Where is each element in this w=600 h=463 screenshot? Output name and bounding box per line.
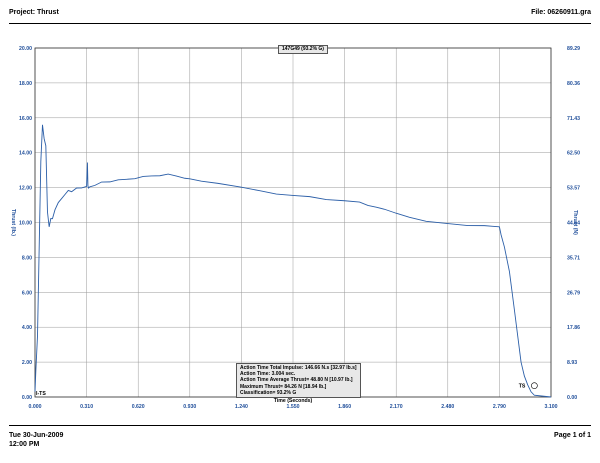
- x-tick-label: 0.620: [132, 404, 145, 410]
- summary-box: Action Time Total Impulse: 146.66 N.s [3…: [236, 363, 361, 399]
- y-right-tick-label: 89.29: [567, 46, 580, 52]
- chart-title: 147G49 (93.2% G): [278, 45, 328, 54]
- x-tick-label: 3.100: [545, 404, 558, 410]
- y-right-tick-label: 26.79: [567, 290, 580, 296]
- y-right-tick-label: 53.57: [567, 186, 580, 192]
- x-tick-label: 1.550: [287, 404, 300, 410]
- y-right-tick-label: 17.86: [567, 325, 580, 331]
- footer-page: Page 1 of 1: [554, 432, 591, 439]
- project-title: Project: Thrust: [9, 9, 59, 16]
- y-left-tick-label: 8.00: [22, 255, 32, 261]
- summary-line: Action Time: 3.004 sec.: [240, 371, 296, 378]
- x-tick-label: 1.240: [235, 404, 248, 410]
- y-right-tick-label: 71.43: [567, 116, 580, 122]
- summary-line: Action Time Average Thrust= 48.80 N [10.…: [240, 377, 353, 384]
- x-tick-labels: 0.000 0.310 0.620 0.930 1.240 1.550 1.860 2.170…: [29, 404, 558, 410]
- x-tick-label: 1.860: [338, 404, 351, 410]
- summary-line: Classification= 93.2% G: [240, 389, 297, 396]
- x-axis-label: Time (Seconds): [274, 398, 313, 404]
- y-right-tick-label: 35.71: [567, 255, 580, 261]
- y-left-tick-label: 18.00: [19, 81, 32, 87]
- y-left-tick-label: 16.00: [19, 116, 32, 122]
- end-marker-label: TS: [519, 384, 526, 390]
- chart-grid: [34, 47, 552, 398]
- summary-line: Action Time Total Impulse: 146.66 N.s [3…: [240, 365, 357, 371]
- y-left-tick-label: 20.00: [19, 46, 32, 52]
- end-marker-circle: [531, 382, 538, 389]
- x-tick-label: 0.930: [183, 404, 196, 410]
- footer-date: Tue 30-Jun-2009: [9, 432, 64, 439]
- thrust-series-line: [34, 124, 552, 398]
- footer-time: 12:00 PM: [9, 441, 40, 448]
- header-rule: [9, 23, 591, 24]
- x-tick-label: 0.000: [29, 404, 42, 410]
- x-tick-label: 0.310: [80, 404, 93, 410]
- y-left-tick-label: 0.00: [22, 395, 32, 401]
- y-left-tick-label: 12.00: [19, 186, 32, 192]
- summary-line: Maximum Thrust= 84.26 N [18.94 lb.]: [240, 383, 327, 390]
- y-left-tick-label: 10.00: [19, 221, 32, 227]
- y-right-tick-labels: 0.00 8.93 17.86 26.79 35.71 44.64 53.57 62.50 71…: [567, 46, 580, 401]
- y-right-tick-label: 80.36: [567, 81, 580, 87]
- x-tick-label: 2.480: [441, 404, 454, 410]
- y-left-tick-labels: 0.00 2.00 4.00 6.00 8.00 10.00 12.00 14.00 16.00…: [19, 46, 32, 401]
- y-left-tick-label: 4.00: [22, 325, 32, 331]
- y-right-tick-label: 44.64: [567, 221, 580, 227]
- y-left-tick-label: 2.00: [22, 360, 32, 366]
- y-axis-label-right: Thrust (N): [572, 210, 578, 235]
- footer-rule: [9, 425, 591, 426]
- y-right-tick-label: 0.00: [567, 395, 577, 401]
- y-axis-label-left: Thrust (lb.): [10, 209, 16, 236]
- x-tick-label: 2.790: [493, 404, 506, 410]
- y-right-tick-label: 8.93: [567, 360, 577, 366]
- y-left-tick-label: 14.00: [19, 151, 32, 157]
- y-left-tick-label: 6.00: [22, 290, 32, 296]
- start-marker-label: I-TS: [36, 391, 46, 397]
- file-name: File: 06260911.gra: [531, 9, 591, 16]
- x-tick-label: 2.170: [390, 404, 403, 410]
- y-right-tick-label: 62.50: [567, 151, 580, 157]
